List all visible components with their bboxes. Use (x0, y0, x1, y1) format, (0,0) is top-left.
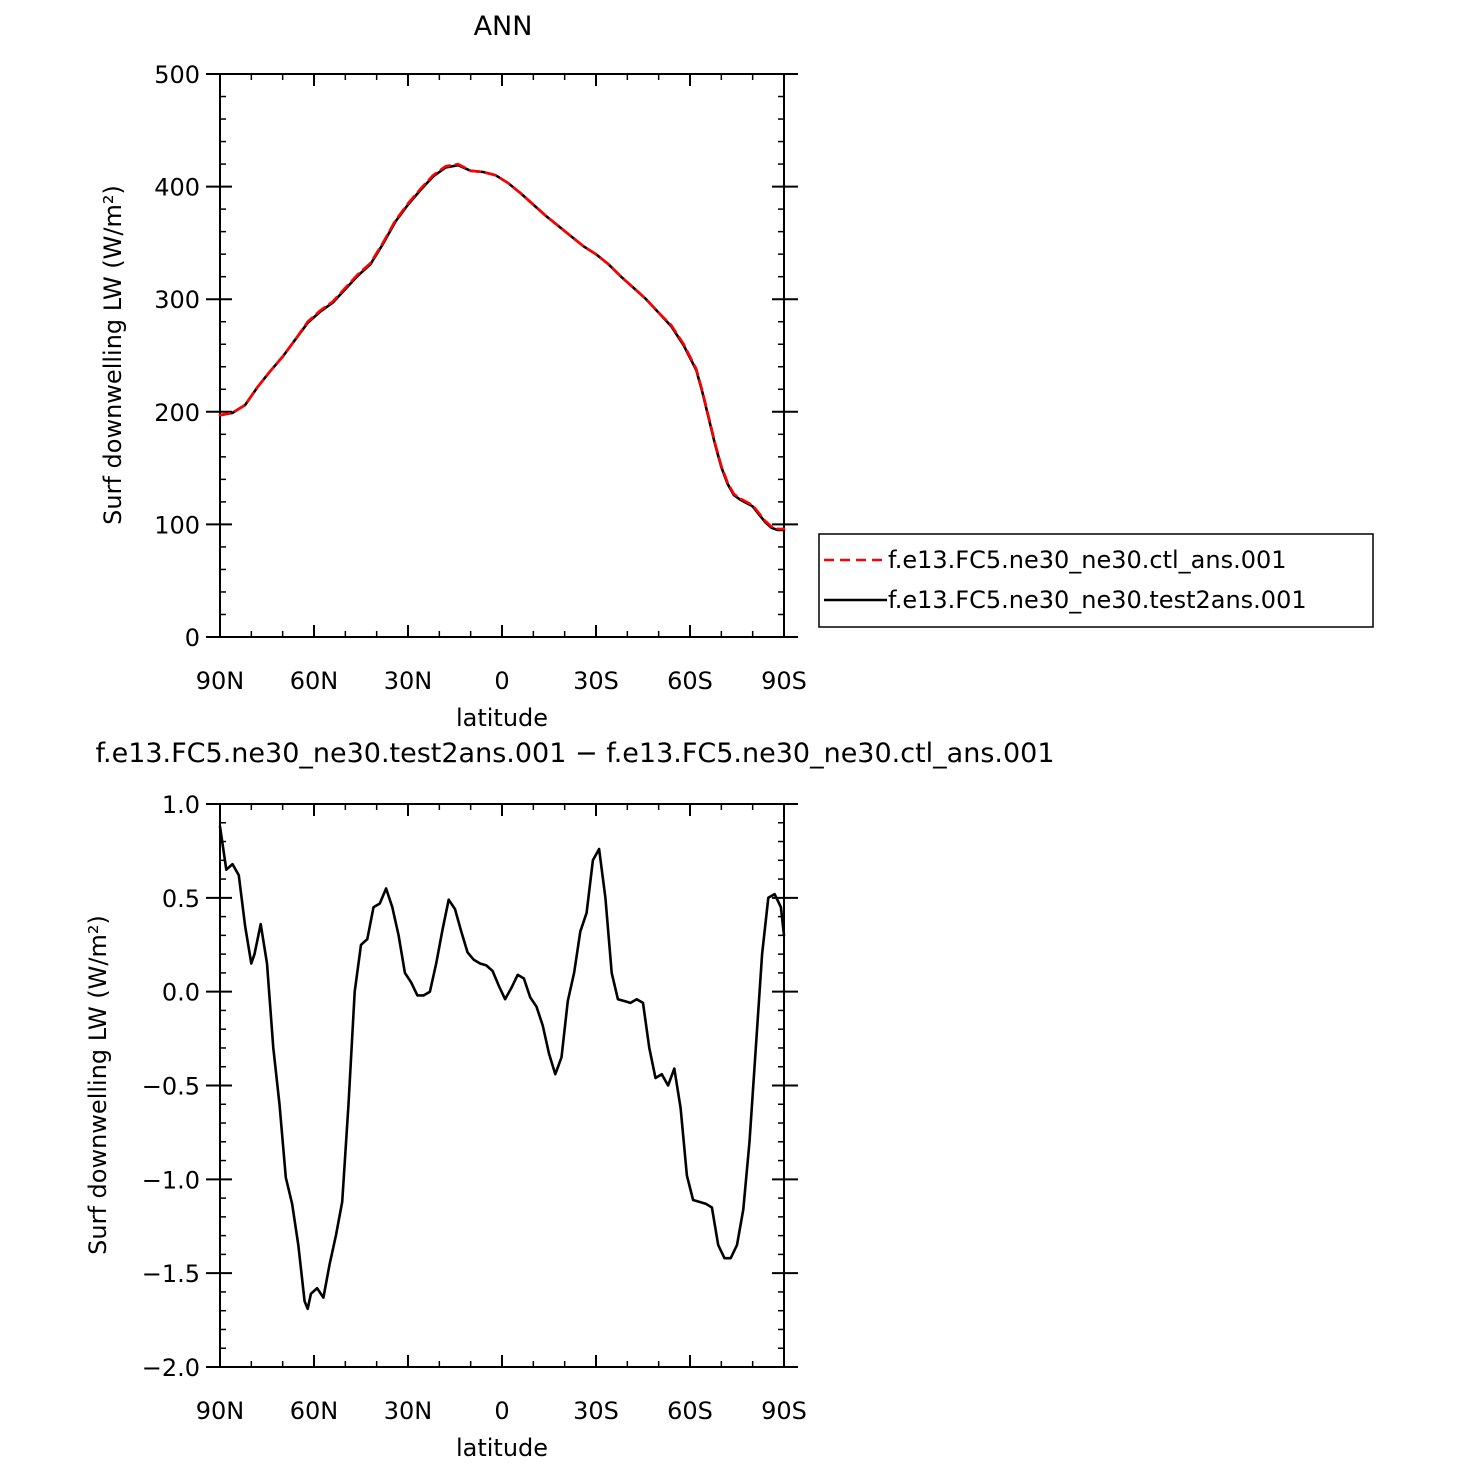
bottom-x-tick-label: 30S (573, 1397, 619, 1425)
bottom-series-line-0 (218, 825, 786, 1311)
bottom-x-tick-label: 90N (196, 1397, 245, 1425)
top-y-tick-label: 500 (154, 61, 200, 89)
top-y-tick-label: 200 (154, 399, 200, 427)
bottom-y-tick-label: −1.0 (142, 1166, 200, 1194)
top-y-tick-label: 400 (154, 174, 200, 202)
top-x-tick-label: 0 (494, 667, 509, 695)
top-x-tick-label: 30N (384, 667, 433, 695)
bottom-y-tick-label: 1.0 (162, 791, 200, 819)
bottom-y-axis-label: Surf downwelling LW (W/m²) (84, 915, 112, 1255)
bottom-y-tick-label: −2.0 (142, 1354, 200, 1382)
top-panel: ANN 90N 60N 30N 0 30S 60S 90S0100200300400500 … (99, 11, 807, 732)
top-x-tick-label: 90N (196, 667, 245, 695)
bottom-x-tick-label: 90S (761, 1397, 807, 1425)
top-x-tick-label: 90S (761, 667, 807, 695)
legend-entry-test: f.e13.FC5.ne30_ne30.test2ans.001 (888, 586, 1307, 614)
top-panel-title: ANN (474, 11, 533, 42)
top-y-axis-label: Surf downwelling LW (W/m²) (99, 185, 127, 525)
top-series-line-0 (218, 162, 786, 531)
top-plot-area: 90N 60N 30N 0 30S 60S 90S 0 100 200 300 400 500 (154, 61, 807, 695)
bottom-x-tick-label: 0 (494, 1397, 509, 1425)
bottom-plot-area: 90N 60N 30N 0 30S 60S 90S −2.0 −1.5 −1.0 −0.5 0.0 0.… (142, 791, 807, 1425)
bottom-plot-frame (219, 803, 785, 1368)
top-y-tick-label: 100 (154, 511, 200, 539)
bottom-y-tick-label: 0.5 (162, 885, 200, 913)
legend: f.e13.FC5.ne30_ne30.ctl_ans.001 f.e13.FC… (818, 533, 1374, 628)
legend-box (818, 533, 1374, 628)
top-plot-frame (219, 73, 785, 638)
top-x-tick-label: 30S (573, 667, 619, 695)
top-x-axis-label: latitude (456, 704, 548, 732)
bottom-x-tick-label: 60N (290, 1397, 339, 1425)
bottom-x-tick-label: 60S (667, 1397, 713, 1425)
bottom-y-tick-label: −1.5 (142, 1260, 200, 1288)
top-series-line-1 (218, 163, 786, 532)
bottom-y-tick-label: 0.0 (162, 979, 200, 1007)
bottom-panel: f.e13.FC5.ne30_ne30.test2ans.001 − f.e13… (84, 738, 1055, 1462)
top-y-tick-label: 0 (185, 624, 200, 652)
bottom-y-tick-label: −0.5 (142, 1073, 200, 1101)
bottom-panel-title: f.e13.FC5.ne30_ne30.test2ans.001 − f.e13… (95, 738, 1054, 769)
bottom-x-tick-label: 30N (384, 1397, 433, 1425)
top-x-tick-label: 60N (290, 667, 339, 695)
bottom-x-axis-label: latitude (456, 1434, 548, 1462)
top-x-tick-label: 60S (667, 667, 713, 695)
legend-entry-ctl: f.e13.FC5.ne30_ne30.ctl_ans.001 (888, 546, 1287, 574)
top-y-tick-label: 300 (154, 286, 200, 314)
